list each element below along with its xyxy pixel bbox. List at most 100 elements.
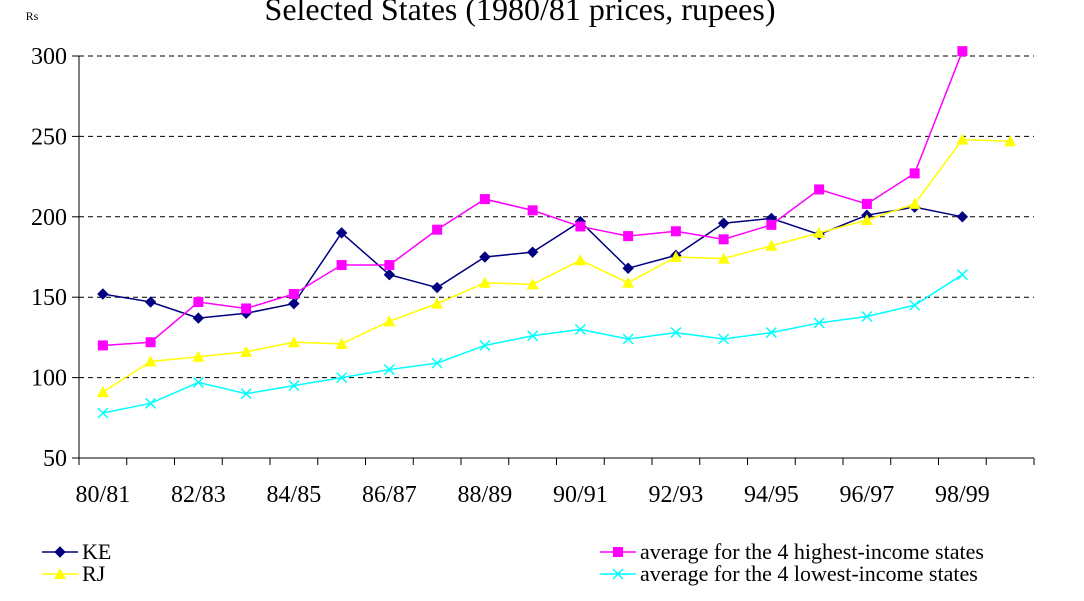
marker [335,227,348,239]
marker [717,252,730,264]
marker [383,268,396,281]
series-line [102,274,963,414]
marker-stroke [527,330,539,342]
marker [287,336,300,348]
marker [383,315,396,327]
x-tick-label: 88/89 [458,482,513,508]
marker-stroke [670,327,682,339]
marker [240,388,252,400]
marker [670,327,682,339]
marker [478,276,491,288]
marker [612,568,624,580]
marker [861,310,873,323]
marker [54,546,66,558]
marker [813,317,825,329]
marker-stroke [861,310,873,323]
marker [336,260,347,271]
marker-stroke [813,317,825,329]
marker [96,386,109,398]
marker [192,312,205,324]
marker-stroke [431,357,443,369]
marker [288,380,300,392]
marker [288,297,300,310]
marker-stroke [240,388,252,400]
x-tick-label: 86/87 [362,482,417,508]
marker [956,133,969,145]
marker [623,231,634,242]
marker [718,234,729,245]
marker-stroke [956,269,968,281]
marker [335,337,348,349]
marker [240,345,253,357]
marker [669,251,682,262]
marker [861,198,872,209]
marker [145,397,157,409]
x-tick-label: 80/81 [76,482,131,508]
marker [432,224,443,235]
x-tick-label: 98/99 [935,482,990,508]
y-tick-label: 250 [31,124,67,150]
series-line [102,138,1011,393]
marker [622,262,634,274]
marker [479,194,490,205]
marker-stroke [288,380,300,392]
marker [336,372,348,384]
marker [192,376,204,388]
marker [431,297,444,309]
legend-label: average for the 4 highest-income states [640,539,984,564]
x-tick-label: 84/85 [267,482,322,508]
marker-stroke [192,376,204,388]
y-axis-label: Rs [26,9,39,23]
marker [97,288,109,300]
marker-stroke [97,407,109,419]
marker [613,547,623,557]
marker-stroke [145,397,157,409]
marker [765,239,778,251]
legend-label: average for the 4 lowest-income states [640,561,978,586]
marker [479,339,491,351]
marker [527,330,539,342]
marker [383,364,395,376]
marker [909,299,921,311]
x-tick-label: 92/93 [649,482,704,508]
y-tick-label: 150 [31,285,67,311]
marker [431,281,443,294]
marker [956,211,969,223]
marker [526,278,539,290]
marker [574,323,586,335]
marker [575,221,586,232]
marker [814,184,825,195]
marker-stroke [383,364,395,376]
marker [192,350,205,362]
marker [860,214,873,226]
marker [479,251,491,263]
marker-stroke [336,372,348,384]
marker [956,269,968,281]
marker-stroke [718,333,730,345]
marker-stroke [765,327,777,339]
series-line [102,206,963,319]
marker [908,197,921,209]
x-tick-label: 94/95 [744,482,799,508]
marker [574,254,587,266]
marker-stroke [622,333,634,345]
marker [384,260,395,271]
marker [622,333,634,345]
marker [622,276,635,288]
y-tick-label: 200 [31,205,67,231]
marker [766,219,777,230]
y-tick-label: 100 [31,366,67,392]
y-tick-label: 50 [43,446,67,472]
marker-stroke [909,299,921,311]
marker [288,288,299,299]
marker [431,357,443,369]
x-tick-label: 96/97 [840,482,895,508]
marker [144,296,157,308]
legend-label: KE [82,539,111,564]
marker [765,327,777,339]
marker [54,568,66,579]
marker [718,333,730,345]
marker [241,303,252,314]
marker [717,217,730,229]
